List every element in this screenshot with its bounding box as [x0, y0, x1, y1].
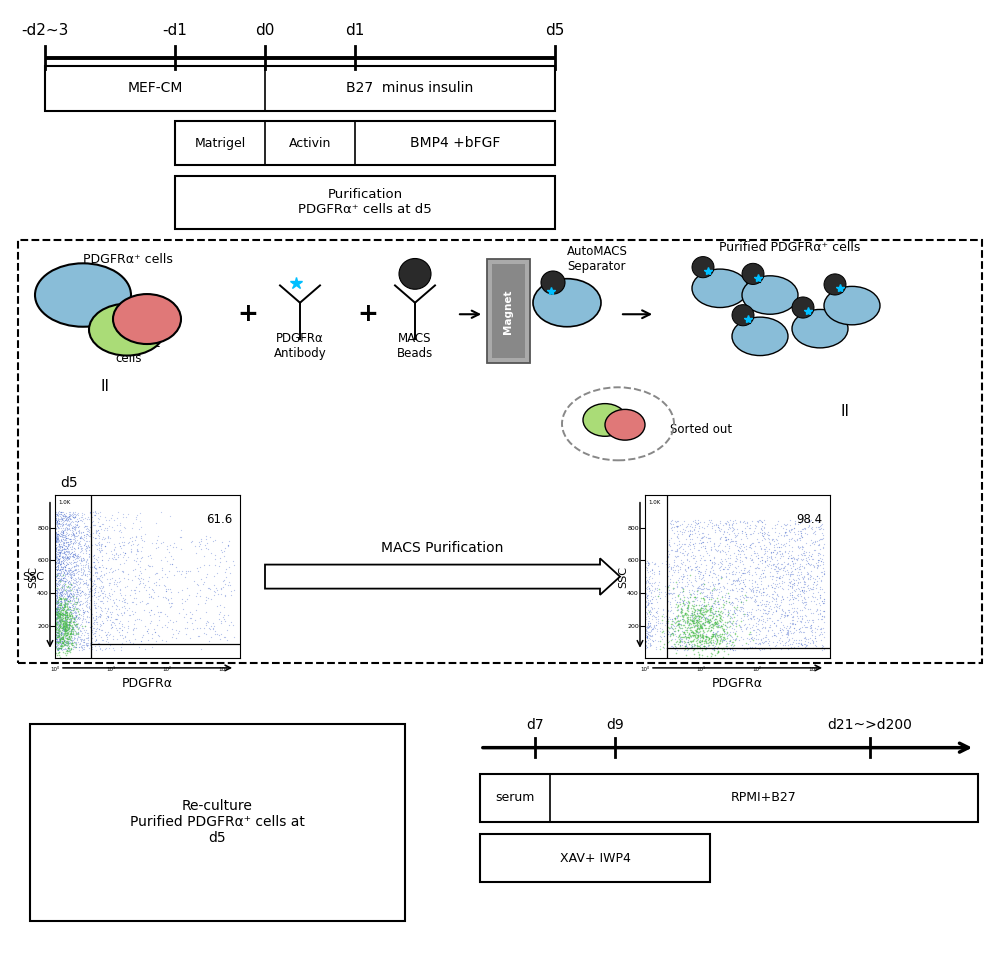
Bar [480, 774, 978, 822]
Ellipse shape [792, 309, 848, 348]
Text: Magnet: Magnet [503, 289, 514, 333]
Text: MACS
Beads: MACS Beads [397, 332, 433, 360]
Circle shape [541, 271, 565, 294]
Ellipse shape [533, 279, 601, 327]
Bar [487, 259, 530, 363]
Text: Activin: Activin [289, 136, 331, 150]
Ellipse shape [742, 276, 798, 314]
Text: XAV+ IWP4: XAV+ IWP4 [560, 851, 630, 865]
Ellipse shape [605, 409, 645, 440]
Text: d9: d9 [606, 718, 624, 732]
Text: d21~>d200: d21~>d200 [828, 718, 912, 732]
Circle shape [792, 297, 814, 318]
Circle shape [399, 259, 431, 289]
Text: MACS Purification: MACS Purification [381, 541, 504, 554]
Bar [18, 240, 982, 663]
Ellipse shape [35, 263, 131, 327]
Text: SSC: SSC [618, 566, 628, 587]
Text: Purified PDGFRα⁺ cells: Purified PDGFRα⁺ cells [719, 241, 861, 255]
Text: Matrigel: Matrigel [194, 136, 246, 150]
Ellipse shape [692, 269, 748, 308]
Text: d1: d1 [345, 23, 365, 38]
Text: Non-target
cells: Non-target cells [97, 336, 161, 365]
Ellipse shape [113, 294, 181, 344]
Text: d5: d5 [60, 477, 78, 490]
Text: II: II [100, 379, 110, 394]
Text: -d1: -d1 [163, 23, 187, 38]
Ellipse shape [89, 304, 165, 356]
Circle shape [824, 274, 846, 295]
Text: PDGFRα: PDGFRα [122, 677, 173, 690]
Text: serum: serum [495, 791, 535, 804]
Bar [175, 176, 555, 229]
Text: B27  minus insulin: B27 minus insulin [346, 82, 474, 95]
Bar [30, 724, 405, 921]
Text: Purification
PDGFRα⁺ cells at d5: Purification PDGFRα⁺ cells at d5 [298, 188, 432, 216]
Text: PDGFRα
Antibody: PDGFRα Antibody [274, 332, 326, 360]
Text: Sorted out: Sorted out [670, 423, 732, 436]
Bar [175, 121, 555, 165]
Bar [480, 834, 710, 882]
Text: RPMI+B27: RPMI+B27 [731, 791, 797, 804]
Text: PDGFRα: PDGFRα [712, 677, 763, 690]
Ellipse shape [583, 404, 627, 436]
Ellipse shape [732, 317, 788, 356]
Ellipse shape [824, 286, 880, 325]
Text: d0: d0 [255, 23, 275, 38]
Text: Re-culture
Purified PDGFRα⁺ cells at
d5: Re-culture Purified PDGFRα⁺ cells at d5 [130, 799, 305, 846]
Text: SSC: SSC [28, 566, 38, 587]
Text: SSC: SSC [22, 572, 44, 581]
Circle shape [742, 263, 764, 284]
Text: +: + [358, 303, 378, 326]
FancyArrow shape [265, 558, 620, 595]
Circle shape [732, 305, 754, 326]
Text: -d2~3: -d2~3 [21, 23, 69, 38]
Circle shape [692, 257, 714, 278]
Text: BMP4 +bFGF: BMP4 +bFGF [410, 136, 500, 150]
Text: d7: d7 [526, 718, 544, 732]
Text: MEF-CM: MEF-CM [127, 82, 183, 95]
Text: d5: d5 [545, 23, 565, 38]
Bar [45, 66, 555, 111]
Text: +: + [238, 303, 258, 326]
Text: PDGFRα⁺ cells: PDGFRα⁺ cells [83, 253, 173, 266]
Text: II: II [840, 404, 850, 419]
Bar [492, 264, 525, 358]
Text: AutoMACS
Separator: AutoMACS Separator [567, 245, 627, 274]
